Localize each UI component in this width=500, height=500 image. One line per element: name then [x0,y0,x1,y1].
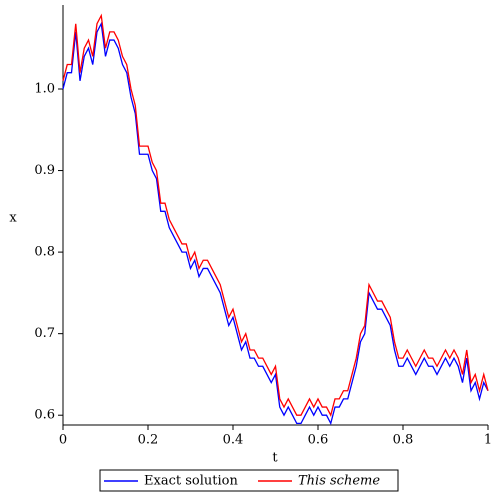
x-tick-label: 1 [484,433,492,448]
y-tick-label: 0.8 [34,245,55,260]
y-tick-label: 0.6 [34,408,55,423]
x-tick-label: 0.6 [308,433,329,448]
x-tick-label: 0 [59,433,67,448]
series-line [62,21,489,426]
legend-box [99,469,399,492]
x-tick-label: 0.8 [393,433,414,448]
series-line [62,13,489,418]
y-tick-label: 0.7 [34,326,55,341]
x-tick-label: 0.4 [223,433,244,448]
legend-label: This scheme [298,474,380,489]
y-tick-label: 1.0 [34,82,55,97]
x-tick-label: 0.2 [138,433,159,448]
y-axis-label: x [9,211,17,226]
x-axis-label: t [272,451,278,466]
y-tick-label: 0.9 [34,163,55,178]
legend-label: Exact solution [144,474,238,489]
